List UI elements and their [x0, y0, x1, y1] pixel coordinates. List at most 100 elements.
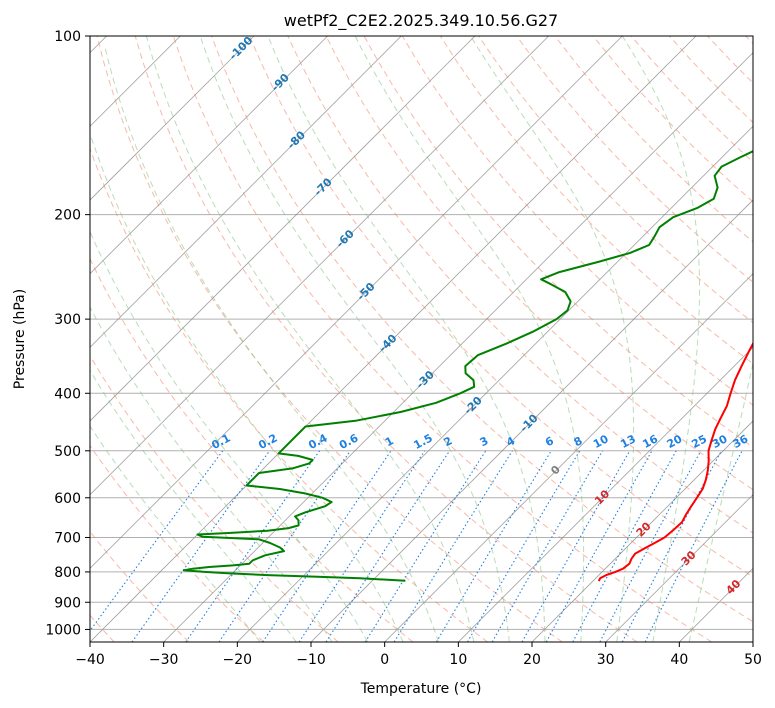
moist-adiabat — [90, 369, 297, 642]
dry-adiabat — [745, 36, 753, 45]
y-tick-label: 700 — [54, 531, 81, 547]
y-tick-label: 900 — [54, 595, 81, 611]
mixing-ratio-label: 0.1 — [209, 431, 232, 452]
dry-adiabat — [90, 530, 190, 642]
dry-adiabat — [172, 36, 712, 642]
moist-adiabat — [267, 36, 546, 642]
dry-adiabat — [707, 36, 753, 84]
mixing-ratio-label: 1.5 — [411, 431, 434, 452]
x-tick-label: 30 — [597, 652, 615, 668]
moist-adiabat — [90, 230, 369, 642]
isotherm-label: -80 — [285, 128, 308, 151]
isotherm-line — [384, 273, 753, 642]
warm-isotherm-label: 30 — [679, 548, 699, 568]
dry-adiabat — [516, 36, 753, 283]
y-tick-label: 800 — [54, 565, 81, 581]
isotherm-line — [310, 199, 753, 642]
mixing-ratio-label: 16 — [640, 432, 660, 451]
dewpoint-trace — [182, 150, 753, 582]
mixing-ratio-line — [325, 450, 451, 642]
y-tick-label: 100 — [54, 29, 81, 45]
plot-frame — [89, 35, 754, 643]
mixing-ratio-label: 3 — [478, 434, 491, 449]
dry-adiabat — [287, 36, 753, 534]
y-tick-label: 600 — [54, 491, 81, 507]
isotherm-line — [90, 36, 697, 642]
warm-isotherm-label: 20 — [634, 519, 654, 539]
isotherm-label: -70 — [312, 175, 335, 198]
mixing-ratio-line — [599, 450, 702, 642]
isotherm-label: -30 — [414, 368, 437, 391]
x-tick-label: 50 — [744, 652, 762, 668]
mixing-ratio-label: 25 — [689, 432, 709, 451]
isotherm-line — [237, 125, 753, 642]
mixing-ratio-label: 8 — [572, 434, 585, 449]
mixing-ratio-line — [262, 450, 392, 642]
moist-adiabat — [621, 36, 700, 642]
mixing-ratio-line — [644, 450, 743, 642]
dry-adiabat — [592, 36, 753, 203]
isotherm-line — [163, 52, 753, 642]
x-tick-label: 10 — [449, 652, 467, 668]
x-tick-label: −40 — [75, 652, 105, 668]
isotherm-line — [605, 494, 753, 642]
moist-adiabat — [90, 131, 404, 642]
y-axis-label: Pressure (hPa) — [12, 289, 28, 389]
x-tick-label: 40 — [670, 652, 688, 668]
chart-title: wetPf2_C2E2.2025.349.10.56.G27 — [284, 11, 558, 31]
mixing-ratio-label: 13 — [618, 432, 638, 451]
y-axis: 100 200 300 400 500 600 700 800 900 1000 — [45, 29, 90, 638]
dry-adiabat — [90, 354, 339, 642]
y-tick-label: 300 — [54, 312, 81, 328]
x-tick-label: 0 — [380, 652, 389, 668]
moist-adiabat — [354, 36, 585, 642]
isotherm-line — [90, 36, 255, 201]
moist-adiabat — [199, 36, 510, 642]
dry-adiabat — [669, 36, 753, 124]
isotherm-line — [90, 36, 623, 569]
isotherm-label: -40 — [376, 331, 399, 354]
mixing-ratio-line — [185, 450, 321, 642]
mixing-ratio-line — [467, 450, 581, 642]
y-tick-label: 500 — [54, 444, 81, 460]
dry-adiabat — [325, 36, 753, 491]
moist-adiabat — [90, 306, 333, 642]
isotherm-line — [679, 567, 753, 642]
isotherm-line — [531, 420, 753, 642]
dry-adiabat — [249, 36, 753, 578]
x-tick-label: −30 — [149, 652, 179, 668]
dry-adiabat — [90, 147, 488, 642]
mixing-ratio-line — [435, 450, 552, 642]
dry-adiabat — [554, 36, 753, 243]
dry-adiabat — [90, 444, 264, 642]
warm-isotherm-label: 40 — [723, 577, 743, 597]
y-tick-label: 400 — [54, 386, 81, 402]
mixing-ratio-line — [131, 450, 271, 642]
mixing-ratio-label: 20 — [665, 432, 685, 451]
isotherm-line — [90, 36, 402, 348]
dry-adiabat — [134, 36, 638, 642]
moist-adiabat — [688, 361, 753, 642]
moist-adiabat — [470, 36, 635, 642]
dry-adiabat — [439, 36, 753, 365]
x-axis-label: Temperature (°C) — [360, 681, 482, 697]
mixing-ratio-line — [218, 450, 351, 642]
isotherm-label: -100 — [227, 34, 256, 63]
mixing-ratio-label: 6 — [543, 434, 556, 449]
isotherm-line — [90, 36, 476, 422]
adiabat-layer — [90, 36, 753, 642]
moist-adiabat — [145, 36, 475, 642]
isotherm-label: -90 — [269, 71, 292, 94]
isotherm-line — [90, 36, 328, 275]
mixing-ratio-line — [572, 450, 677, 642]
mixing-ratio-line — [364, 450, 487, 642]
mixing-ratio-line — [521, 450, 631, 642]
isotherm-label: -10 — [517, 411, 540, 434]
mixing-ratio-line — [298, 450, 426, 642]
x-tick-label: 20 — [523, 652, 541, 668]
warm-isotherm-label: 0 — [548, 463, 563, 478]
isotherm-label: -20 — [462, 394, 485, 417]
dry-adiabat — [96, 36, 563, 642]
